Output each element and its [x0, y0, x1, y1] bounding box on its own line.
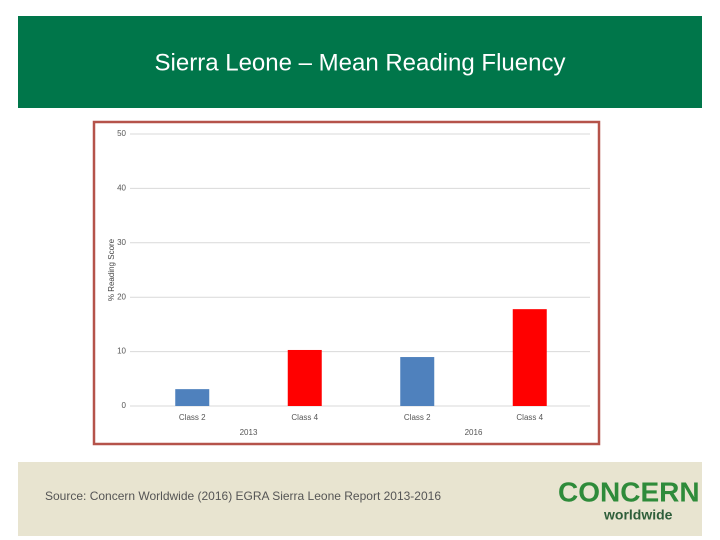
footer-band [18, 462, 702, 536]
group-label: 2016 [465, 428, 483, 437]
y-tick-label: 40 [117, 184, 126, 193]
logo-tagline: worldwide [603, 507, 673, 523]
plot: 0 10 20 30 40 50 Class 2 Class 4 Class 2 Class 4 2… [117, 129, 590, 437]
y-tick-label: 10 [117, 347, 126, 356]
source-note: Source: Concern Worldwide (2016) EGRA Si… [45, 489, 441, 503]
group-label: 2013 [240, 428, 258, 437]
bar [287, 349, 322, 406]
bar [512, 309, 547, 406]
x-tick-label: Class 2 [404, 413, 431, 422]
y-axis-label: % Reading Score [107, 238, 116, 301]
bar [175, 389, 210, 406]
x-tick-label: Class 2 [179, 413, 206, 422]
slide-title: Sierra Leone – Mean Reading Fluency [155, 49, 566, 76]
bar [400, 357, 435, 406]
header-band [18, 16, 702, 108]
logo-name: CONCERN [558, 476, 700, 507]
y-tick-label: 50 [117, 129, 126, 138]
y-tick-label: 30 [117, 238, 126, 247]
y-tick-label: 20 [117, 292, 126, 301]
x-tick-label: Class 4 [516, 413, 543, 422]
y-tick-label: 0 [122, 401, 127, 410]
x-tick-label: Class 4 [291, 413, 318, 422]
